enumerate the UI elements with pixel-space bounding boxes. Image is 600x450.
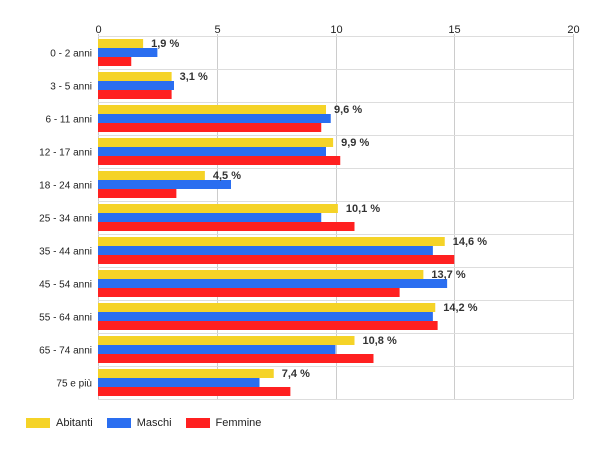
data-label: 14,6 % <box>453 236 487 248</box>
category-label: 35 - 44 anni <box>39 247 92 258</box>
legend-swatch-abitanti <box>26 418 50 428</box>
x-tick-label: 0 <box>95 24 101 36</box>
bar-femmine <box>98 387 291 396</box>
bar-femmine <box>98 57 132 66</box>
data-label: 14,2 % <box>443 302 477 314</box>
bar-maschi <box>98 345 336 354</box>
data-label: 10,1 % <box>346 203 380 215</box>
data-label: 3,1 % <box>180 71 208 83</box>
bar-abitanti <box>98 303 436 312</box>
bar-maschi <box>98 213 322 222</box>
legend-swatch-femmine <box>185 418 210 428</box>
data-label: 7,4 % <box>282 368 310 380</box>
data-label: 1,9 % <box>151 38 179 50</box>
bar-maschi <box>98 81 174 90</box>
bar-abitanti <box>98 39 144 48</box>
legend-label-maschi: Maschi <box>136 417 172 429</box>
category-label: 6 - 11 anni <box>45 115 92 126</box>
bar-maschi <box>98 180 231 189</box>
legend: Abitanti Maschi Femmine <box>26 417 275 429</box>
bar-abitanti <box>98 171 205 180</box>
category-label: 65 - 74 anni <box>39 346 92 357</box>
bar-abitanti <box>98 72 172 81</box>
legend-item-maschi: Maschi <box>106 417 172 429</box>
category-label: 75 e più <box>56 379 92 390</box>
bar-maschi <box>98 312 433 321</box>
grid-lines <box>98 34 574 400</box>
data-labels: 1,9 % 3,1 % 9,6 % 9,9 % 4,5 % 10,1 % 14,6 % 13,… <box>151 38 487 380</box>
bar-femmine <box>98 90 172 99</box>
bar-maschi <box>98 48 158 57</box>
bar-femmine <box>98 222 355 231</box>
data-label: 10,8 % <box>363 335 397 347</box>
legend-item-abitanti: Abitanti <box>26 417 93 429</box>
bar-maschi <box>98 114 331 123</box>
bar-femmine <box>98 255 455 264</box>
data-label: 9,9 % <box>341 137 369 149</box>
bar-abitanti <box>98 105 326 114</box>
category-label: 18 - 24 anni <box>39 181 92 192</box>
bar-maschi <box>98 246 433 255</box>
bar-abitanti <box>98 369 274 378</box>
x-axis-ticks: 0 5 10 15 20 <box>95 24 579 36</box>
data-label: 13,7 % <box>431 269 465 281</box>
x-tick-label: 20 <box>567 24 579 36</box>
category-label: 12 - 17 anni <box>39 148 92 159</box>
bar-abitanti <box>98 336 355 345</box>
bar-femmine <box>98 156 341 165</box>
bar-femmine <box>98 288 400 297</box>
legend-item-femmine: Femmine <box>185 417 262 429</box>
legend-label-femmine: Femmine <box>215 417 262 429</box>
bar-femmine <box>98 123 322 132</box>
x-tick-label: 15 <box>448 24 460 36</box>
legend-label-abitanti: Abitanti <box>56 417 93 429</box>
bar-femmine <box>98 189 177 198</box>
category-labels: 0 - 2 anni 3 - 5 anni 6 - 11 anni 12 - 17 a… <box>39 49 92 390</box>
data-label: 9,6 % <box>334 104 362 116</box>
bar-abitanti <box>98 204 338 213</box>
bar-maschi <box>98 279 448 288</box>
x-tick-label: 10 <box>330 24 342 36</box>
category-label: 45 - 54 anni <box>39 280 92 291</box>
category-label: 3 - 5 anni <box>50 82 92 93</box>
bar-maschi <box>98 147 326 156</box>
legend-swatch-maschi <box>106 418 131 428</box>
data-label: 4,5 % <box>213 170 241 182</box>
bar-maschi <box>98 378 260 387</box>
bar-femmine <box>98 321 438 330</box>
category-label: 25 - 34 anni <box>39 214 92 225</box>
bar-abitanti <box>98 270 424 279</box>
bar-femmine <box>98 354 374 363</box>
x-tick-label: 5 <box>214 24 220 36</box>
bar-abitanti <box>98 237 445 246</box>
category-label: 0 - 2 anni <box>50 49 92 60</box>
bars <box>98 39 455 396</box>
category-label: 55 - 64 anni <box>39 313 92 324</box>
bar-abitanti <box>98 138 334 147</box>
